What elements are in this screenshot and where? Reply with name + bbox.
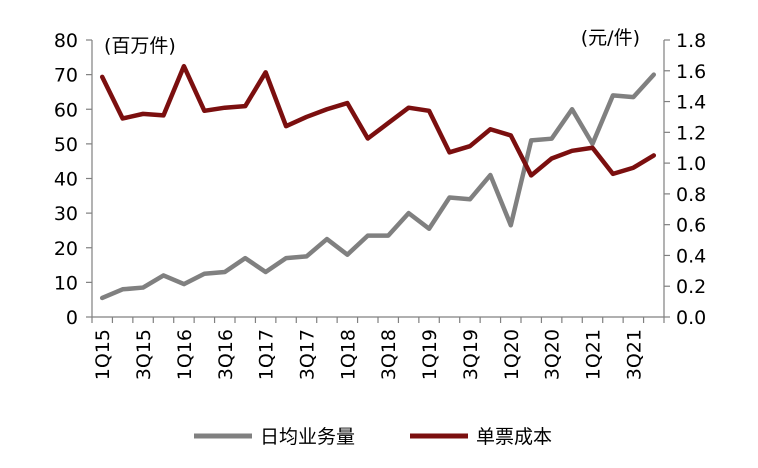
legend-label-unit-cost: 单票成本 (476, 426, 552, 448)
series-line-unit-cost (99, 63, 657, 178)
left-tick-label: 70 (54, 65, 78, 87)
legend: 日均业务量 单票成本 (194, 426, 552, 448)
series-line-daily-volume (99, 72, 657, 301)
left-tick-label: 10 (54, 272, 78, 294)
right-tick-label: 0.6 (676, 215, 706, 237)
left-tick-label: 30 (54, 203, 78, 225)
x-tick-label: 1Q21 (583, 329, 605, 380)
right-axis-unit-label: (元/件) (581, 27, 640, 49)
right-axis-ticks: 0.0 0.2 0.4 0.6 0.8 1.0 1.2 1.4 1.6 1.8 (664, 30, 706, 329)
left-tick-label: 40 (54, 169, 78, 191)
x-tick-label: 3Q21 (623, 329, 645, 380)
x-tick-label: 1Q15 (92, 329, 114, 380)
right-tick-label: 0.4 (676, 245, 706, 267)
x-tick-label: 3Q17 (297, 329, 319, 380)
x-tick-label: 3Q19 (460, 329, 482, 380)
x-tick-label: 3Q20 (542, 329, 564, 380)
x-tick-label: 3Q15 (133, 329, 155, 380)
x-tick-label: 1Q19 (419, 329, 441, 380)
x-axis-ticks: 1Q15 3Q15 1Q16 3Q16 1Q17 3Q17 1Q18 3Q18 1Q19 3Q19… (91, 317, 665, 380)
left-tick-label: 50 (54, 134, 78, 156)
right-tick-label: 1.8 (676, 30, 706, 52)
right-tick-label: 1.6 (676, 61, 706, 83)
legend-label-daily-volume: 日均业务量 (260, 426, 355, 448)
left-tick-label: 0 (66, 307, 78, 329)
left-axis-unit-label: (百万件) (104, 35, 176, 57)
x-tick-label: 1Q17 (256, 329, 278, 380)
left-axis-ticks: 0 10 20 30 40 50 60 70 80 (54, 30, 92, 329)
x-tick-label: 3Q16 (215, 329, 237, 380)
x-tick-label: 1Q16 (174, 329, 196, 380)
right-tick-label: 1.2 (676, 122, 706, 144)
right-tick-label: 0.8 (676, 184, 706, 206)
x-tick-label: 3Q18 (378, 329, 400, 380)
left-tick-label: 60 (54, 99, 78, 121)
left-tick-label: 80 (54, 30, 78, 52)
right-tick-label: 0.0 (676, 307, 706, 329)
right-tick-label: 0.2 (676, 276, 706, 298)
left-tick-label: 20 (54, 238, 78, 260)
series-layer (99, 63, 657, 301)
right-tick-label: 1.4 (676, 92, 706, 114)
x-tick-label: 1Q20 (501, 329, 523, 380)
right-tick-label: 1.0 (676, 153, 706, 175)
x-tick-label: 1Q18 (337, 329, 359, 380)
